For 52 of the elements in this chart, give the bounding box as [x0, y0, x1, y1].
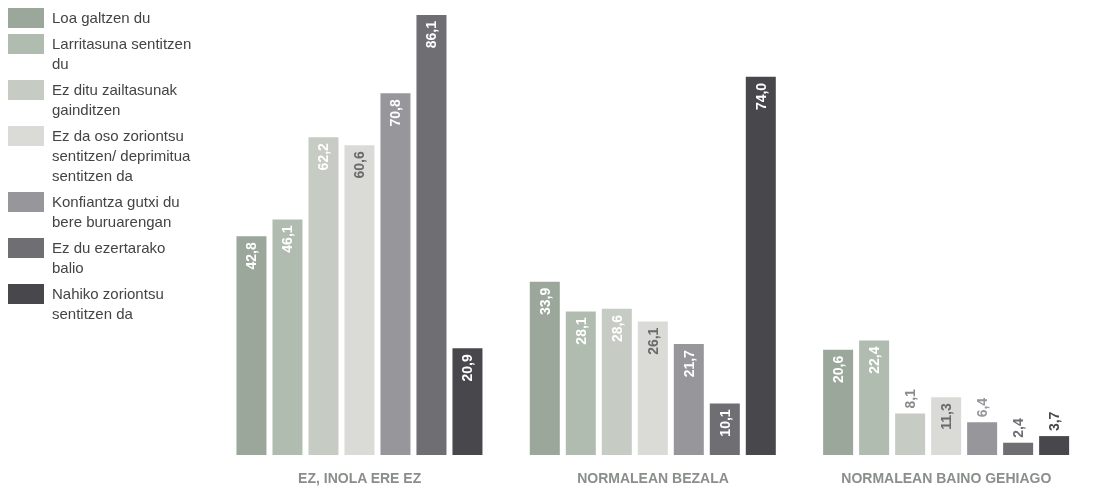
data-label: 33,9 — [536, 287, 553, 316]
data-label: 2,4 — [1010, 418, 1027, 438]
data-label: 42,8 — [243, 242, 260, 270]
data-label: 70,8 — [387, 98, 404, 127]
bar — [565, 311, 596, 455]
legend-label: Larritasuna sentitzen du — [52, 34, 193, 74]
data-label: 20,9 — [459, 353, 476, 382]
bar — [709, 403, 740, 455]
bar — [1003, 442, 1034, 455]
bar — [637, 321, 668, 455]
bar — [895, 413, 926, 455]
data-label: 21,7 — [680, 349, 697, 378]
data-label: 22,4 — [866, 346, 883, 374]
data-label: 8,1 — [902, 388, 919, 409]
bar — [380, 93, 411, 455]
legend-label: Loa galtzen du — [52, 8, 152, 28]
data-label: 11,3 — [938, 403, 955, 430]
data-label: 60,6 — [351, 151, 368, 179]
data-label: 6,4 — [974, 397, 991, 418]
bar — [344, 145, 375, 455]
data-label: 28,6 — [608, 314, 625, 343]
bar — [272, 219, 303, 455]
x-tick-label: NORMALEAN BAINO GEHIAGO — [841, 469, 1052, 486]
bar — [823, 349, 854, 455]
data-label: 10,1 — [716, 409, 733, 437]
data-label: 28,1 — [572, 317, 589, 345]
bar — [859, 340, 890, 455]
legend-label: Ez du ezertarako balio — [52, 238, 167, 278]
x-tick-label: NORMALEAN BEZALA — [577, 469, 729, 486]
bar — [601, 308, 632, 455]
data-label: 26,1 — [644, 327, 661, 355]
legend-label: Ez ditu zailtasunak gainditzen — [52, 80, 179, 120]
bar — [529, 281, 560, 455]
bar — [967, 422, 998, 455]
data-label: 3,7 — [1046, 411, 1063, 432]
bar — [931, 397, 962, 455]
bar — [416, 15, 447, 455]
legend-label: Konfiantza gutxi du bere buruarengan — [52, 192, 181, 232]
data-label: 20,6 — [830, 355, 847, 383]
bar — [308, 137, 339, 455]
data-label: 86,1 — [423, 20, 440, 49]
x-tick-label: EZ, INOLA ERE EZ — [298, 469, 422, 486]
data-label: 74,0 — [752, 82, 769, 111]
bar — [452, 348, 483, 455]
bar — [236, 236, 267, 455]
data-label: 46,1 — [279, 225, 296, 253]
bar — [745, 76, 776, 455]
bar — [673, 344, 704, 455]
bar — [1039, 436, 1070, 455]
data-label: 62,2 — [315, 142, 332, 171]
legend-label: Nahiko zoriontsu sentitzen da — [52, 284, 165, 324]
legend-label: Ez da oso zoriontsu sentitzen/ deprimitua sentitzen da — [52, 126, 192, 186]
